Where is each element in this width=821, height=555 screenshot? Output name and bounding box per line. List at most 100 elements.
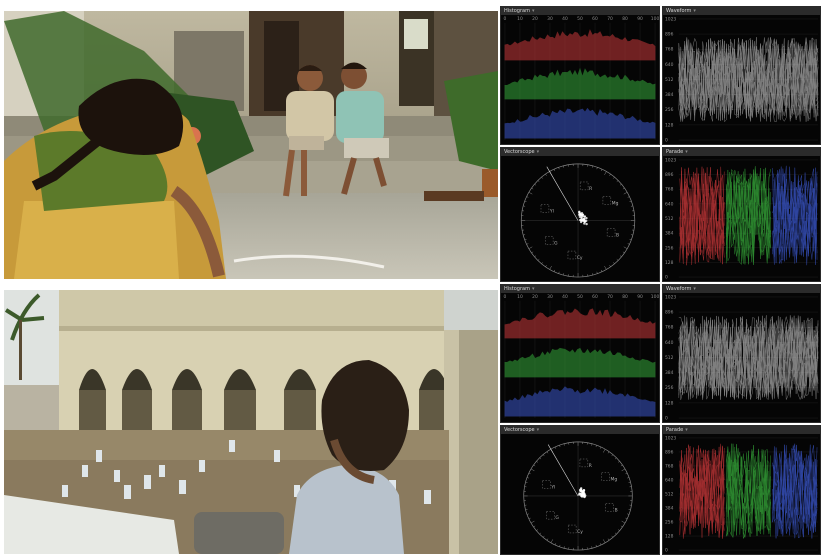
chevron-down-icon[interactable]: ▾ (531, 286, 535, 292)
vectorscope-tick (545, 265, 547, 267)
histogram-tick-label: 20 (532, 16, 538, 22)
parade-channel (772, 165, 818, 266)
histogram-tick-label: 80 (622, 16, 628, 22)
chevron-down-icon[interactable]: ▾ (685, 427, 688, 433)
histogram-tick-label: 40 (562, 16, 568, 22)
histogram-header: Histogram ▾ (501, 285, 659, 293)
vectorscope-tick (563, 443, 565, 446)
vectorscope-tick (621, 520, 626, 524)
vectorscope-tick (531, 251, 534, 254)
waveform-header: Waveform ▾ (663, 7, 820, 15)
video-frame-top (4, 11, 498, 279)
parade-header: Parade ▾ (663, 148, 820, 156)
parade-level-label: 256 (665, 245, 674, 251)
vectorscope-trace (578, 211, 581, 214)
histogram-tick-label: 0 (504, 294, 507, 300)
waveform-level-label: 256 (665, 107, 674, 113)
waveform-level-label: 640 (665, 340, 674, 346)
vectorscope-tick (619, 255, 622, 258)
vectorscope-tick (531, 187, 534, 190)
waveform-title: Waveform (666, 286, 692, 292)
vectorscope-tick (559, 445, 561, 448)
waveform-level-label: 384 (665, 370, 674, 376)
parade-channel (772, 443, 818, 539)
histogram-panel-bottom: Histogram ▾ 0 10 20 30 40 50 60 70 80 90 100 (500, 284, 660, 423)
parade-level-label: 512 (665, 216, 674, 222)
vectorscope-tick (525, 481, 528, 483)
vectorscope-tick (549, 265, 552, 270)
histogram-graph: 0 10 20 30 40 50 60 70 80 90 100 (504, 294, 659, 419)
vectorscope-tick (563, 546, 565, 549)
vectorscope-tick (619, 183, 622, 186)
vectorscope-tick (604, 265, 607, 270)
vectorscope-trace (578, 213, 581, 216)
vectorscope-target-box (601, 472, 610, 481)
vectorscope-tick (528, 246, 533, 249)
vectorscope-tick (536, 461, 539, 463)
vectorscope-tick (526, 513, 529, 515)
histogram-tick-label: 50 (577, 16, 583, 22)
parade-graph: 1023 896 768 640 512 384 256 128 0 (665, 157, 819, 281)
histogram-title: Histogram (504, 8, 530, 14)
vectorscope-tick (536, 529, 539, 531)
vectorscope-graph: R Mg B Cy G Yl (523, 441, 633, 551)
histogram-tick-label: 30 (547, 294, 553, 300)
waveform-level-label: 1023 (665, 294, 676, 300)
parade-channel (725, 166, 771, 265)
vectorscope-title: Vectorscope (504, 427, 535, 433)
vectorscope-tick (530, 468, 535, 472)
parade-panel-bottom: Parade ▾ 1023 896 768 640 512 384 256 128 0 (662, 425, 821, 555)
histogram-plot: 0 10 20 30 40 50 60 70 80 90 100 (501, 15, 659, 144)
chevron-down-icon[interactable]: ▾ (693, 8, 696, 14)
waveform-plot: 1023 896 768 640 512 384 256 128 0 (663, 293, 820, 422)
vectorscope-panel-bottom: Vectorscope ▾ R Mg B Cy G Yl (500, 425, 660, 555)
vectorscope-tick (524, 238, 527, 241)
vectorscope-tick (600, 169, 603, 172)
waveform-level-label: 256 (665, 385, 674, 391)
vectorscope-tick (523, 234, 526, 236)
vectorscope-tick (628, 481, 631, 483)
histogram-tick-label: 90 (637, 294, 643, 300)
vectorscope-target-box (579, 458, 589, 468)
parade-level-label: 1023 (665, 157, 676, 163)
vectorscope-tick (537, 258, 540, 261)
vectorscope-target-label: Yl (549, 208, 554, 214)
chevron-down-icon[interactable]: ▾ (685, 149, 688, 155)
histogram-tick-label: 80 (622, 294, 628, 300)
vectorscope-tick (528, 517, 531, 520)
vectorscope-target-label: R (589, 186, 592, 192)
vectorscope-tick (553, 169, 556, 172)
waveform-level-label: 128 (665, 400, 674, 406)
vectorscope-tick (614, 532, 617, 535)
vectorscope-tick (611, 535, 614, 538)
vectorscope-tick (628, 509, 631, 511)
vectorscope-tick (545, 173, 547, 176)
vectorscope-tick (629, 238, 632, 241)
histogram-channel (504, 308, 656, 339)
vectorscope-tick (553, 269, 556, 272)
chevron-down-icon[interactable]: ▾ (531, 8, 535, 14)
vectorscope-target-label: G (555, 515, 559, 521)
histogram-tick-label: 20 (532, 294, 538, 300)
vectorscope-tick (591, 546, 593, 549)
chevron-down-icon[interactable]: ▾ (536, 149, 540, 155)
histogram-tick-label: 40 (562, 294, 568, 300)
histogram-channel (504, 67, 656, 100)
histogram-tick-label: 30 (547, 16, 553, 22)
histogram-tick-label: 100 (651, 294, 659, 300)
chevron-down-icon[interactable]: ▾ (536, 427, 540, 433)
histogram-graph: 0 10 20 30 40 50 60 70 80 90 100 (504, 16, 659, 141)
vectorscope-target-box (605, 503, 614, 512)
vectorscope-target-label: R (589, 463, 592, 469)
vectorscope-tick (526, 243, 529, 245)
video-frame-bottom (4, 290, 498, 554)
vectorscope-target-box (542, 480, 551, 489)
vectorscope-tick (563, 273, 565, 276)
chevron-down-icon[interactable]: ▾ (693, 286, 696, 292)
waveform-level-label: 128 (665, 122, 674, 128)
waveform-level-label: 512 (665, 77, 674, 83)
parade-channel (725, 443, 771, 539)
vectorscope-tick (600, 269, 603, 272)
parade-level-label: 896 (665, 172, 674, 178)
parade-title: Parade (666, 427, 684, 433)
